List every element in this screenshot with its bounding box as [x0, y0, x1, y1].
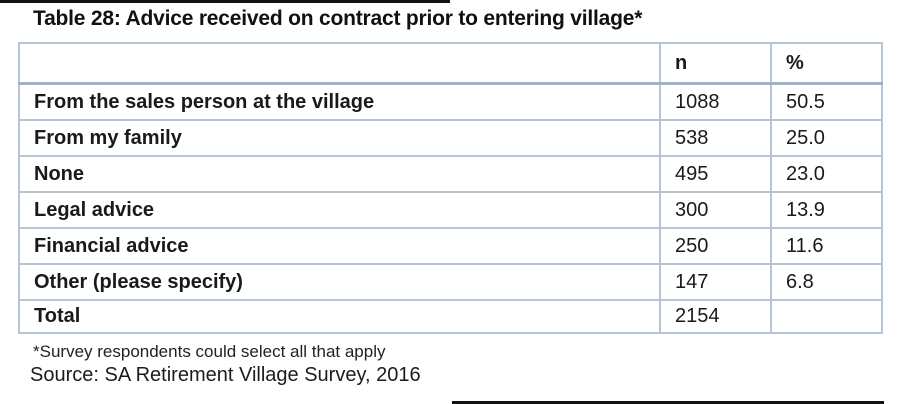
cell-n: 300: [659, 191, 772, 229]
cell-n: 2154: [659, 299, 772, 334]
footnote: *Survey respondents could select all tha…: [33, 342, 386, 361]
row-label: None: [18, 155, 661, 193]
row-label: From my family: [18, 119, 661, 157]
scan-artifact-bottom-bar: [452, 401, 884, 404]
table-row-total: Total 2154: [18, 299, 883, 334]
row-label: From the sales person at the village: [18, 82, 661, 121]
header-cell-pct: %: [770, 42, 883, 85]
table-row: Legal advice 300 13.9: [18, 191, 883, 229]
table-row: Financial advice 250 11.6: [18, 227, 883, 265]
cell-pct: 50.5: [770, 82, 883, 121]
cell-pct: 23.0: [770, 155, 883, 193]
cell-n: 147: [659, 263, 772, 301]
table-row: From the sales person at the village 108…: [18, 82, 883, 121]
row-label: Financial advice: [18, 227, 661, 265]
table-row: Other (please specify) 147 6.8: [18, 263, 883, 301]
page-title: Table 28: Advice received on contract pr…: [33, 7, 643, 30]
cell-pct: 6.8: [770, 263, 883, 301]
cell-pct: [770, 299, 883, 334]
scan-artifact-top-bar: [0, 0, 450, 3]
table-row: From my family 538 25.0: [18, 119, 883, 157]
header-cell-blank: [18, 42, 661, 85]
cell-pct: 13.9: [770, 191, 883, 229]
row-label: Total: [18, 299, 661, 334]
cell-n: 250: [659, 227, 772, 265]
cell-n: 1088: [659, 82, 772, 121]
cell-pct: 25.0: [770, 119, 883, 157]
table-row: None 495 23.0: [18, 155, 883, 193]
advice-table: n % From the sales person at the village…: [18, 42, 883, 334]
row-label: Legal advice: [18, 191, 661, 229]
row-label: Other (please specify): [18, 263, 661, 301]
cell-n: 495: [659, 155, 772, 193]
header-cell-n: n: [659, 42, 772, 85]
cell-n: 538: [659, 119, 772, 157]
source-line: Source: SA Retirement Village Survey, 20…: [30, 364, 421, 386]
header-row: n %: [18, 42, 883, 85]
cell-pct: 11.6: [770, 227, 883, 265]
